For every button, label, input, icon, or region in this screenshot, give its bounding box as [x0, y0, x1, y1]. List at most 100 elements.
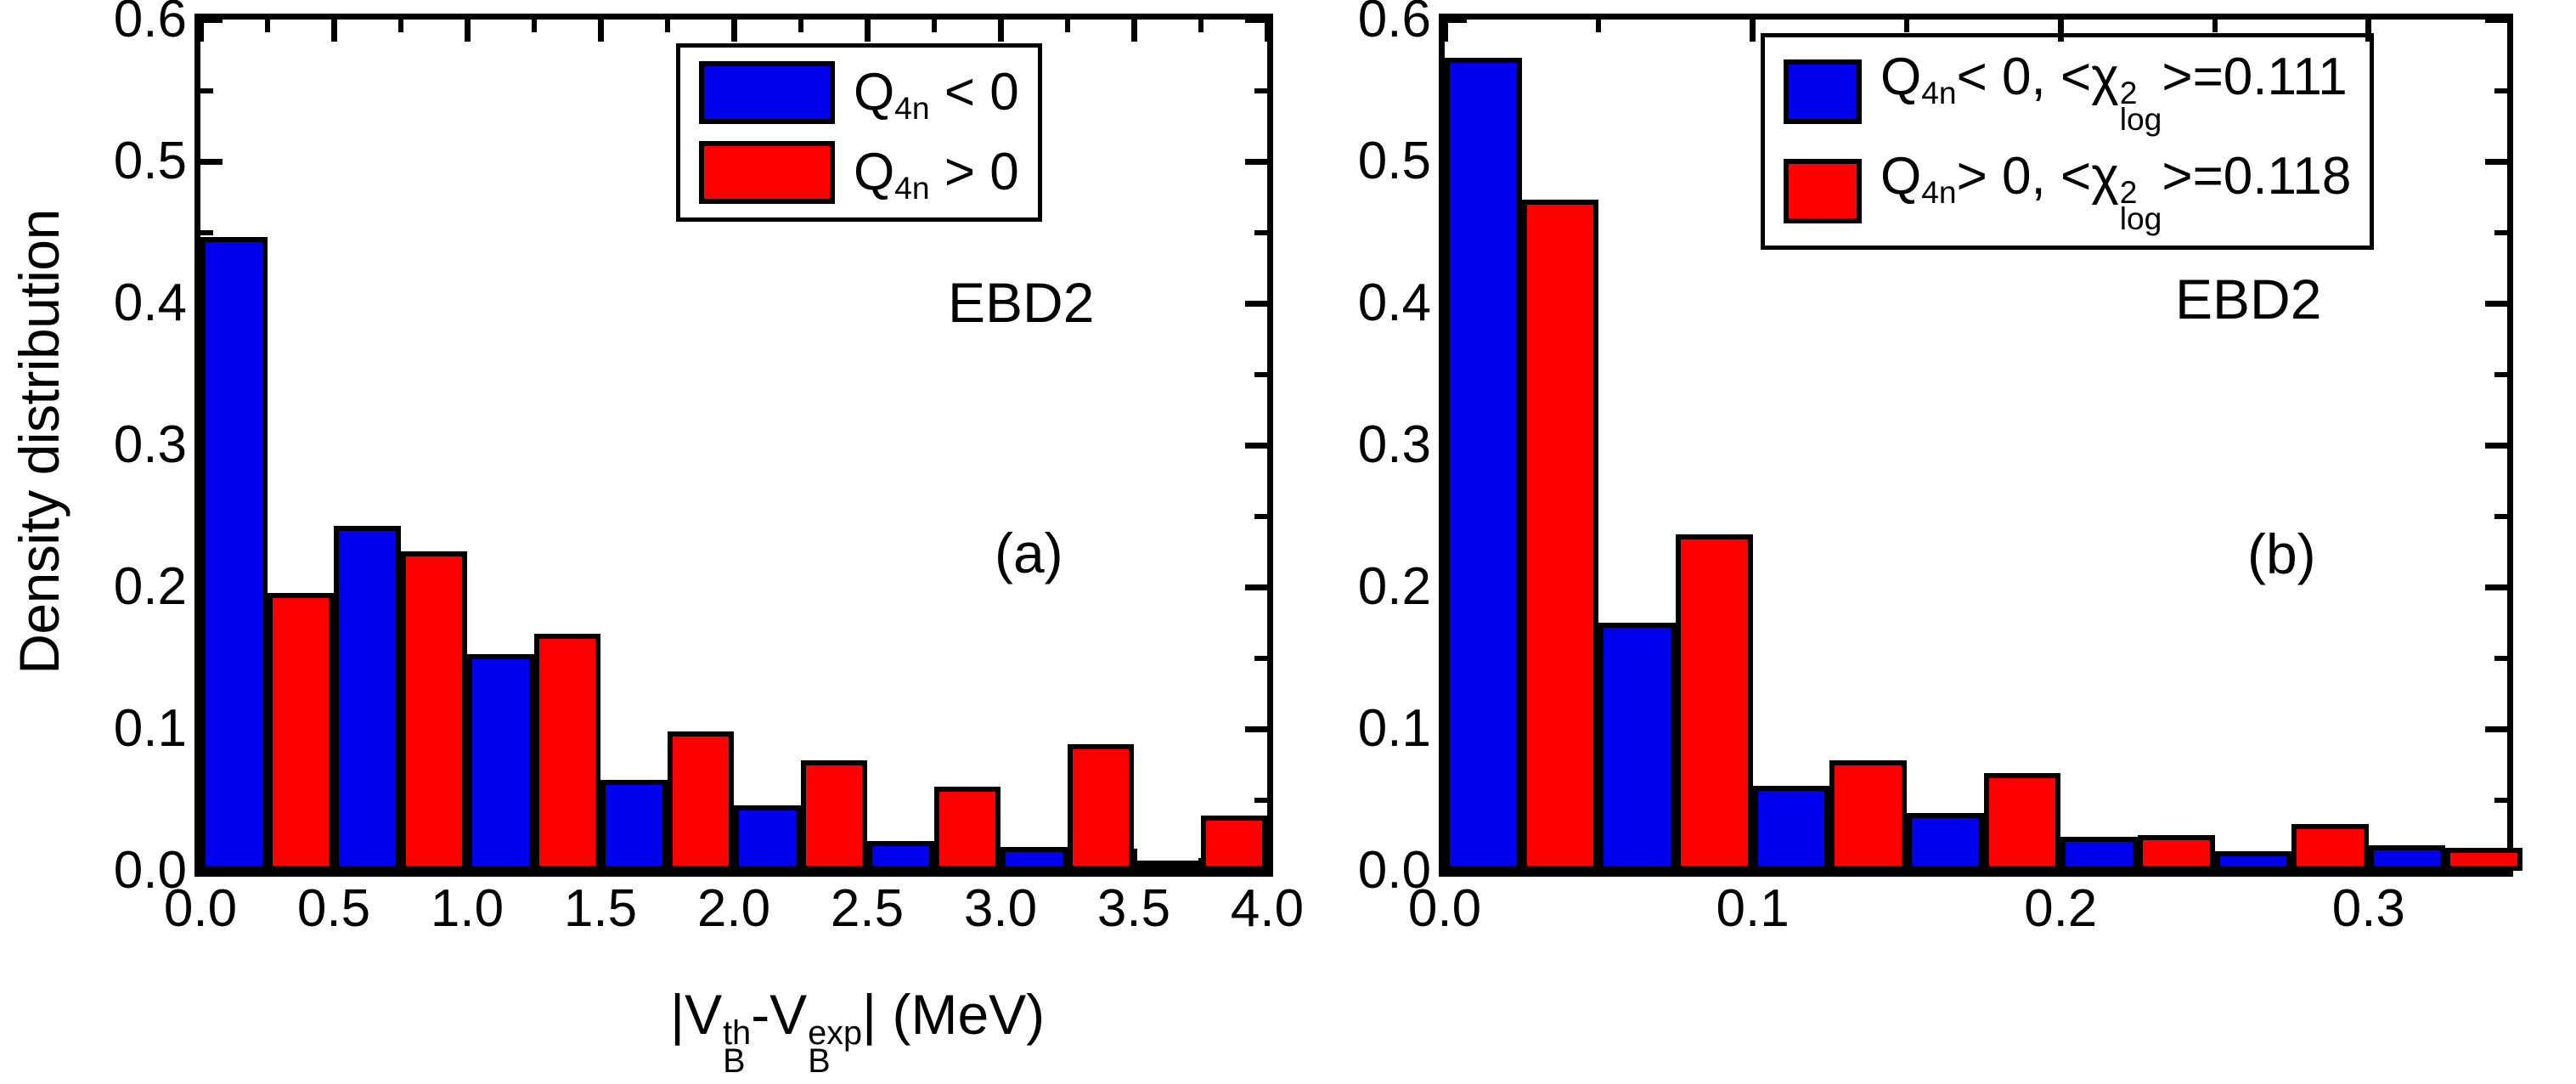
x-tick-label: 0.0	[163, 879, 238, 938]
y-tick-major-right	[1245, 16, 1267, 23]
y-tick-label: 0.4	[113, 274, 187, 332]
x-tick-label: 2.5	[830, 879, 905, 938]
bar-red	[400, 551, 467, 871]
x-tick-major-top	[197, 20, 204, 42]
y-tick-label: 0.4	[1357, 274, 1431, 332]
x-tick-label: 0.2	[2024, 879, 2098, 938]
x-tick-major	[1130, 849, 1137, 871]
bar-red	[933, 787, 1001, 871]
x-tick-label: 1.0	[430, 879, 504, 938]
bar-red	[667, 731, 734, 871]
x-tick-major	[1264, 849, 1271, 871]
y-tick-major-right	[2485, 300, 2507, 307]
legend-panel-b[interactable]: Q4n< 0, <χ 2 log >=0.111 Q4n> 0, <χ 2 log >=0.…	[1761, 33, 2375, 251]
y-tick-minor-right	[2494, 513, 2507, 519]
y-tick-label: 0.2	[1357, 557, 1431, 616]
y-tick-minor-right	[2494, 371, 2507, 377]
x-tick-major-top	[464, 20, 471, 42]
y-tick-minor-right	[1254, 797, 1267, 803]
y-tick-label: 0.3	[113, 415, 187, 474]
plot-area-a: Q4n < 0 Q4n > 0 EBD2 (a) 0.0 0.1 0.2 0.3 0.4…	[114, 0, 1304, 935]
x-axis-title-a: |V th B -V exp B | (MeV)	[670, 983, 1046, 1081]
x-tick-major-top	[330, 20, 337, 42]
y-tick-label: 0.1	[113, 699, 187, 758]
y-tick-major	[200, 16, 223, 23]
y-tick-minor-right	[1254, 229, 1267, 235]
x-tick-label: 1.5	[563, 879, 638, 938]
x-tick-minor-top	[1596, 20, 1602, 32]
legend-entry: Q4n > 0	[699, 141, 1019, 204]
bar-red	[1067, 744, 1134, 871]
bar-blue	[2214, 850, 2292, 871]
panel-id-a: (a)	[995, 522, 1063, 584]
y-axis-title: Density distribution	[8, 209, 70, 675]
x-tick-minor-top	[2212, 20, 2218, 32]
panel-a: Q4n < 0 Q4n > 0 EBD2 (a) 0.0 0.1 0.2 0.3 0.4…	[114, 0, 1304, 1078]
legend-label-red: Q4n> 0, <χ 2 log >=0.118	[1880, 146, 2352, 237]
legend-entry: Q4n < 0	[699, 61, 1019, 124]
legend-entry: Q4n> 0, <χ 2 log >=0.118	[1784, 146, 2352, 237]
x-tick-major-top	[1441, 20, 1448, 42]
y-tick-major-right	[1245, 158, 1267, 165]
y-tick-major-right	[1245, 442, 1267, 449]
x-tick-major-top	[597, 20, 604, 42]
y-tick-minor-right	[1254, 513, 1267, 519]
x-tick-major-top	[1264, 20, 1271, 42]
legend-swatch-red	[1784, 158, 1862, 223]
y-tick-major-right	[2485, 442, 2507, 449]
bar-blue	[867, 840, 934, 871]
y-tick-label: 0.3	[1357, 415, 1431, 474]
y-tick-major-right	[2485, 584, 2507, 590]
x-tick-minor-top	[531, 20, 537, 32]
bar-blue	[1752, 785, 1830, 871]
bar-blue	[467, 653, 534, 871]
x-tick-minor-top	[664, 20, 670, 32]
panel-b: Q4n< 0, <χ 2 log >=0.111 Q4n> 0, <χ 2 log >=0.…	[1358, 0, 2523, 935]
x-tick-label: 3.5	[1096, 879, 1171, 938]
bar-blue	[734, 805, 801, 871]
y-tick-minor-right	[2494, 88, 2507, 93]
bar-red	[1521, 200, 1599, 871]
x-tick-label: 0.5	[296, 879, 371, 938]
bar-red	[800, 759, 867, 871]
legend-label-red: Q4n > 0	[854, 143, 1019, 206]
y-tick-major-right	[2485, 16, 2507, 23]
y-tick-major	[1445, 867, 1467, 874]
legend-swatch-blue	[699, 61, 835, 124]
y-tick-major-right	[1245, 300, 1267, 307]
x-tick-minor-top	[264, 20, 270, 32]
x-tick-label: 0.0	[1407, 879, 1482, 938]
x-tick-minor-top	[798, 20, 803, 32]
y-tick-major	[1445, 16, 1467, 23]
y-tick-major-right	[2485, 158, 2507, 165]
legend-entry: Q4n< 0, <χ 2 log >=0.111	[1784, 48, 2351, 138]
y-tick-label: 0.5	[113, 132, 187, 190]
x-tick-major-top	[997, 20, 1004, 42]
bar-red	[1675, 534, 1753, 871]
y-tick-major-right	[2485, 867, 2507, 874]
x-tick-minor-top	[1198, 20, 1203, 32]
y-tick-minor-right	[1254, 88, 1267, 93]
bar-blue	[2060, 836, 2138, 871]
plot-area-b: Q4n< 0, <χ 2 log >=0.111 Q4n> 0, <χ 2 log >=0.…	[1358, 0, 2523, 935]
bar-red	[2291, 823, 2369, 871]
y-tick-minor-right	[2494, 797, 2507, 803]
x-tick-minor-top	[931, 20, 937, 32]
legend-panel-a[interactable]: Q4n < 0 Q4n > 0	[676, 43, 1042, 222]
bar-blue	[600, 780, 668, 871]
y-tick-label: 0.0	[113, 841, 187, 900]
x-tick-label: 2.0	[696, 879, 771, 938]
legend-label-blue: Q4n< 0, <χ 2 log >=0.111	[1880, 48, 2348, 138]
y-tick-major-right	[1245, 725, 1267, 732]
y-tick-label: 0.1	[1357, 699, 1431, 758]
bar-blue	[1134, 861, 1201, 871]
y-axis-title-container: Density distribution	[0, 0, 78, 884]
y-tick-major-right	[1245, 867, 1267, 874]
bar-blue	[200, 236, 268, 871]
legend-label-blue: Q4n < 0	[854, 63, 1019, 127]
y-tick-major	[200, 867, 223, 874]
x-tick-major-top	[2057, 20, 2064, 42]
bar-blue	[1001, 846, 1068, 871]
y-tick-label: 0.6	[113, 0, 187, 48]
y-tick-major-right	[2485, 725, 2507, 732]
